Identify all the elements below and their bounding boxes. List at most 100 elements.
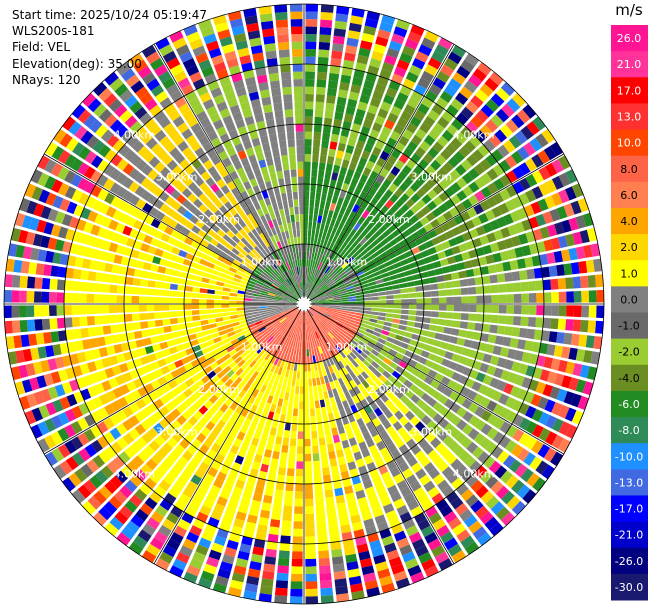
ray-gate [304, 154, 312, 162]
ray-gate [388, 224, 397, 233]
ray-gate [324, 276, 331, 283]
ray-gate [449, 336, 458, 344]
ray-gate [452, 280, 461, 288]
ray-gate [491, 305, 499, 314]
ray-gate [354, 254, 362, 262]
ray-gate [393, 261, 402, 269]
ray-gate [428, 276, 438, 284]
ray-gate [572, 319, 581, 332]
ray-gate [309, 283, 313, 291]
ray-gate [348, 91, 360, 101]
ray-gate [304, 176, 310, 185]
ray-gate [317, 246, 323, 254]
ray-gate [475, 89, 489, 103]
ray-gate [370, 311, 379, 316]
ray-gate [465, 330, 475, 339]
ray-gate [483, 285, 492, 294]
ray-gate [546, 344, 556, 356]
ray-gate [542, 211, 554, 224]
ray-gate [450, 328, 460, 336]
ray-gate [307, 266, 310, 275]
ray-gate [414, 84, 427, 96]
ray-gate [410, 193, 421, 203]
ray-gate [305, 26, 318, 35]
ray-gate [394, 159, 405, 170]
ray-gate [482, 222, 493, 234]
ray-gate [386, 247, 395, 255]
ray-gate [490, 93, 505, 107]
ray-gate [474, 276, 483, 286]
ray-gate [341, 299, 349, 302]
ray-gate [332, 313, 340, 318]
ray-gate [341, 297, 349, 300]
ray-gate [578, 260, 588, 274]
ray-gate [333, 300, 342, 303]
ray-gate [465, 100, 479, 114]
ray-gate [343, 113, 354, 123]
ray-gate [305, 11, 318, 20]
ray-gate [362, 240, 371, 249]
ray-gate [467, 168, 480, 180]
ray-gate [377, 263, 386, 271]
ray-gate [431, 50, 446, 63]
ray-gate [378, 133, 389, 144]
ray-gate [480, 104, 494, 118]
ray-gate [454, 345, 464, 355]
ray-gate [521, 351, 532, 363]
ray-gate [406, 122, 418, 134]
ray-gate [383, 242, 392, 251]
ray-gate [441, 240, 451, 250]
ray-gate [517, 258, 526, 269]
ray-gate [513, 305, 522, 315]
ray-gate [345, 217, 353, 226]
ray-gate [498, 315, 507, 325]
ray-gate [304, 281, 307, 290]
ray-gate [371, 307, 379, 312]
ray-gate [437, 318, 446, 326]
ray-gate [551, 159, 564, 174]
ray-gate [583, 350, 593, 364]
ray-gate [570, 200, 582, 215]
ray-gate [533, 329, 543, 341]
ray-gate [335, 181, 343, 190]
ray-gate [317, 177, 324, 186]
ray-gate [391, 256, 400, 264]
ray-gate [337, 257, 344, 265]
ray-gate [536, 241, 546, 253]
ray-gate [352, 279, 360, 285]
ray-gate [313, 214, 318, 223]
ray-gate [399, 214, 409, 224]
ray-gate [356, 307, 364, 310]
ray-gate [304, 168, 311, 177]
ray-gate [342, 251, 349, 260]
ray-gate [535, 213, 547, 227]
ray-gate [541, 330, 550, 342]
ray-gate [304, 161, 311, 170]
ray-gate [376, 157, 386, 168]
ray-gate [381, 126, 392, 137]
ray-gate [489, 242, 500, 253]
ray-gate [556, 205, 568, 220]
ray-gate [430, 311, 439, 318]
ray-gate [561, 219, 572, 233]
ray-gate [503, 213, 514, 225]
ray-gate [464, 53, 480, 67]
ray-gate [336, 247, 344, 256]
ray-gate [441, 110, 455, 123]
ray-gate [339, 166, 348, 176]
ray-gate [568, 217, 579, 231]
ray-gate [318, 254, 323, 262]
ray-gate [309, 293, 316, 299]
ray-gate [510, 210, 521, 223]
ray-gate [402, 78, 416, 90]
ray-gate [360, 263, 369, 270]
ray-gate [507, 248, 517, 260]
ray-gate [394, 209, 404, 219]
ray-gate [402, 264, 411, 271]
ray-gate [578, 334, 588, 348]
ray-gate [485, 98, 500, 113]
ray-gate [573, 290, 582, 303]
ray-gate [492, 345, 502, 356]
ray-gate [439, 90, 453, 103]
ray-gate [431, 172, 443, 183]
